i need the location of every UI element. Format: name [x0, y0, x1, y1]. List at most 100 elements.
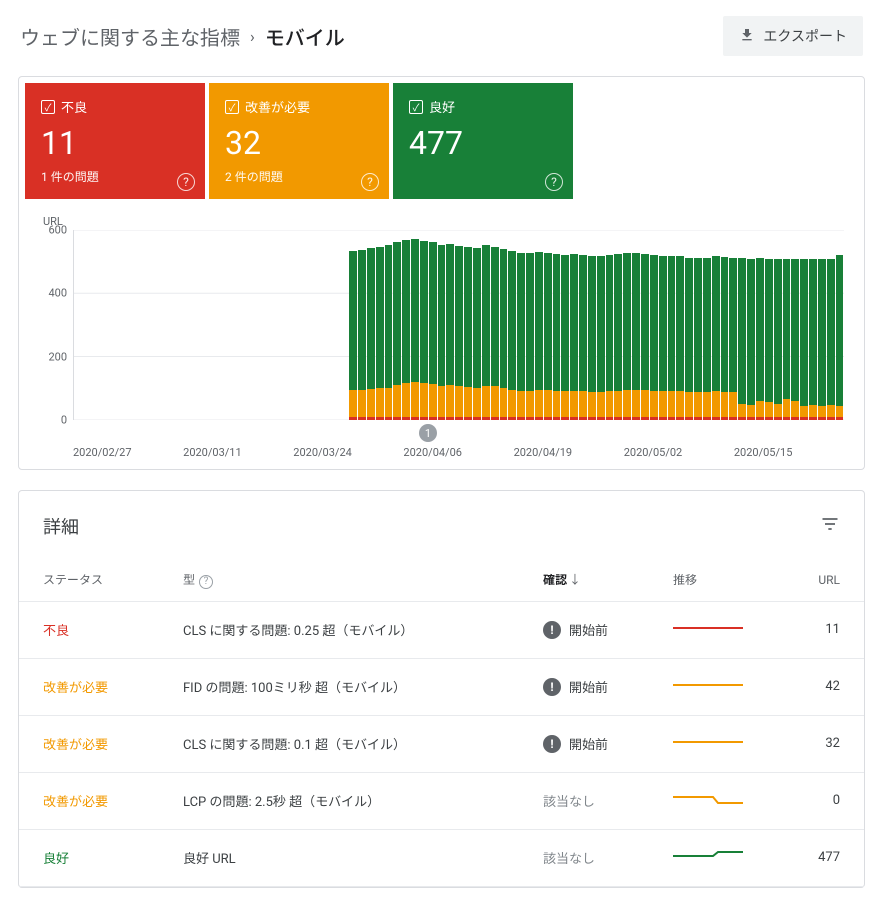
card-warn-sub: 2 件の問題 — [225, 168, 373, 185]
alert-icon: ! — [543, 735, 561, 753]
breadcrumb-root[interactable]: ウェブに関する主な指標 — [20, 22, 240, 51]
cell-confirm: 該当なし — [519, 829, 649, 886]
chart-bars — [74, 230, 844, 420]
bar-col — [155, 230, 163, 420]
bar-col — [358, 230, 366, 420]
bar-col — [225, 230, 233, 420]
bar-col — [314, 230, 322, 420]
export-button[interactable]: エクスポート — [723, 16, 863, 56]
th-trend[interactable]: 推移 — [649, 559, 769, 601]
bar-col — [323, 230, 331, 420]
bar-col — [208, 230, 216, 420]
bar-col — [791, 230, 799, 420]
bar-col — [756, 230, 764, 420]
help-icon[interactable]: ? — [361, 173, 379, 191]
table-row[interactable]: 改善が必要FID の問題: 100ミリ秒 超（モバイル）!開始前42 — [19, 658, 864, 715]
table-row[interactable]: 改善が必要CLS に関する問題: 0.1 超（モバイル）!開始前32 — [19, 715, 864, 772]
bar-col — [110, 230, 118, 420]
bar-col — [402, 230, 410, 420]
bar-col — [296, 230, 304, 420]
bar-col — [446, 230, 454, 420]
breadcrumb: ウェブに関する主な指標 › モバイル — [20, 22, 345, 51]
status-cards: ✓不良 11 1 件の問題 ? ✓改善が必要 32 2 件の問題 ? ✓良好 4… — [19, 77, 864, 205]
card-bad-label: 不良 — [61, 97, 87, 116]
bar-col — [561, 230, 569, 420]
help-icon[interactable]: ? — [199, 575, 213, 589]
bar-col — [800, 230, 808, 420]
card-bad-count: 11 — [41, 124, 189, 162]
chart-marker[interactable]: 1 — [419, 424, 437, 442]
ytick: 600 — [48, 224, 67, 237]
bar-col — [818, 230, 826, 420]
card-bad[interactable]: ✓不良 11 1 件の問題 ? — [25, 83, 205, 199]
bar-col — [544, 230, 552, 420]
bar-col — [650, 230, 658, 420]
bar-col — [261, 230, 269, 420]
bar-col — [331, 230, 339, 420]
cell-trend — [649, 601, 769, 658]
bar-col — [623, 230, 631, 420]
bar-col — [305, 230, 313, 420]
bar-col — [703, 230, 711, 420]
bar-col — [75, 230, 83, 420]
th-confirm[interactable]: 確認↓ — [519, 559, 649, 601]
bar-col — [137, 230, 145, 420]
bar-col — [376, 230, 384, 420]
bar-col — [659, 230, 667, 420]
bar-col — [774, 230, 782, 420]
bar-col — [526, 230, 534, 420]
th-status[interactable]: ステータス — [19, 559, 159, 601]
cell-status: 改善が必要 — [19, 658, 159, 715]
bar-col — [491, 230, 499, 420]
table-row[interactable]: 不良CLS に関する問題: 0.25 超（モバイル）!開始前11 — [19, 601, 864, 658]
bar-col — [287, 230, 295, 420]
stacked-bar-chart: 6004002000 1 — [39, 230, 844, 420]
bar-col — [393, 230, 401, 420]
ytick: 0 — [61, 414, 67, 427]
export-label: エクスポート — [763, 26, 847, 46]
xtick: 2020/03/24 — [293, 446, 403, 459]
bar-col — [146, 230, 154, 420]
filter-icon[interactable] — [820, 514, 840, 538]
cell-trend — [649, 772, 769, 829]
bar-col — [809, 230, 817, 420]
card-good-label: 良好 — [429, 97, 455, 116]
card-good[interactable]: ✓良好 477 ? — [393, 83, 573, 199]
table-row[interactable]: 良好良好 URL該当なし477 — [19, 829, 864, 886]
table-row[interactable]: 改善が必要LCP の問題: 2.5秒 超（モバイル）該当なし0 — [19, 772, 864, 829]
bar-col — [252, 230, 260, 420]
cell-type: FID の問題: 100ミリ秒 超（モバイル） — [159, 658, 519, 715]
bar-col — [163, 230, 171, 420]
bar-col — [84, 230, 92, 420]
help-icon[interactable]: ? — [177, 173, 195, 191]
bar-col — [270, 230, 278, 420]
bar-col — [199, 230, 207, 420]
bar-col — [181, 230, 189, 420]
xtick: 2020/05/02 — [624, 446, 734, 459]
card-bad-sub: 1 件の問題 — [41, 168, 189, 185]
summary-panel: ✓不良 11 1 件の問題 ? ✓改善が必要 32 2 件の問題 ? ✓良好 4… — [18, 76, 865, 470]
th-url[interactable]: URL — [769, 559, 864, 601]
cell-trend — [649, 658, 769, 715]
xtick: 2020/05/15 — [734, 446, 844, 459]
chart-plot: 1 — [73, 230, 844, 420]
cell-confirm: !開始前 — [519, 715, 649, 772]
cell-type: CLS に関する問題: 0.25 超（モバイル） — [159, 601, 519, 658]
card-warn[interactable]: ✓改善が必要 32 2 件の問題 ? — [209, 83, 389, 199]
bar-col — [429, 230, 437, 420]
xtick: 2020/04/06 — [403, 446, 513, 459]
bar-col — [827, 230, 835, 420]
bar-col — [385, 230, 393, 420]
bar-col — [765, 230, 773, 420]
bar-col — [119, 230, 127, 420]
bar-col — [729, 230, 737, 420]
bar-col — [668, 230, 676, 420]
cell-confirm: !開始前 — [519, 658, 649, 715]
bar-col — [420, 230, 428, 420]
bar-col — [738, 230, 746, 420]
xtick: 2020/03/11 — [183, 446, 293, 459]
th-type[interactable]: 型? — [159, 559, 519, 601]
bar-col — [234, 230, 242, 420]
bar-col — [535, 230, 543, 420]
help-icon[interactable]: ? — [545, 173, 563, 191]
